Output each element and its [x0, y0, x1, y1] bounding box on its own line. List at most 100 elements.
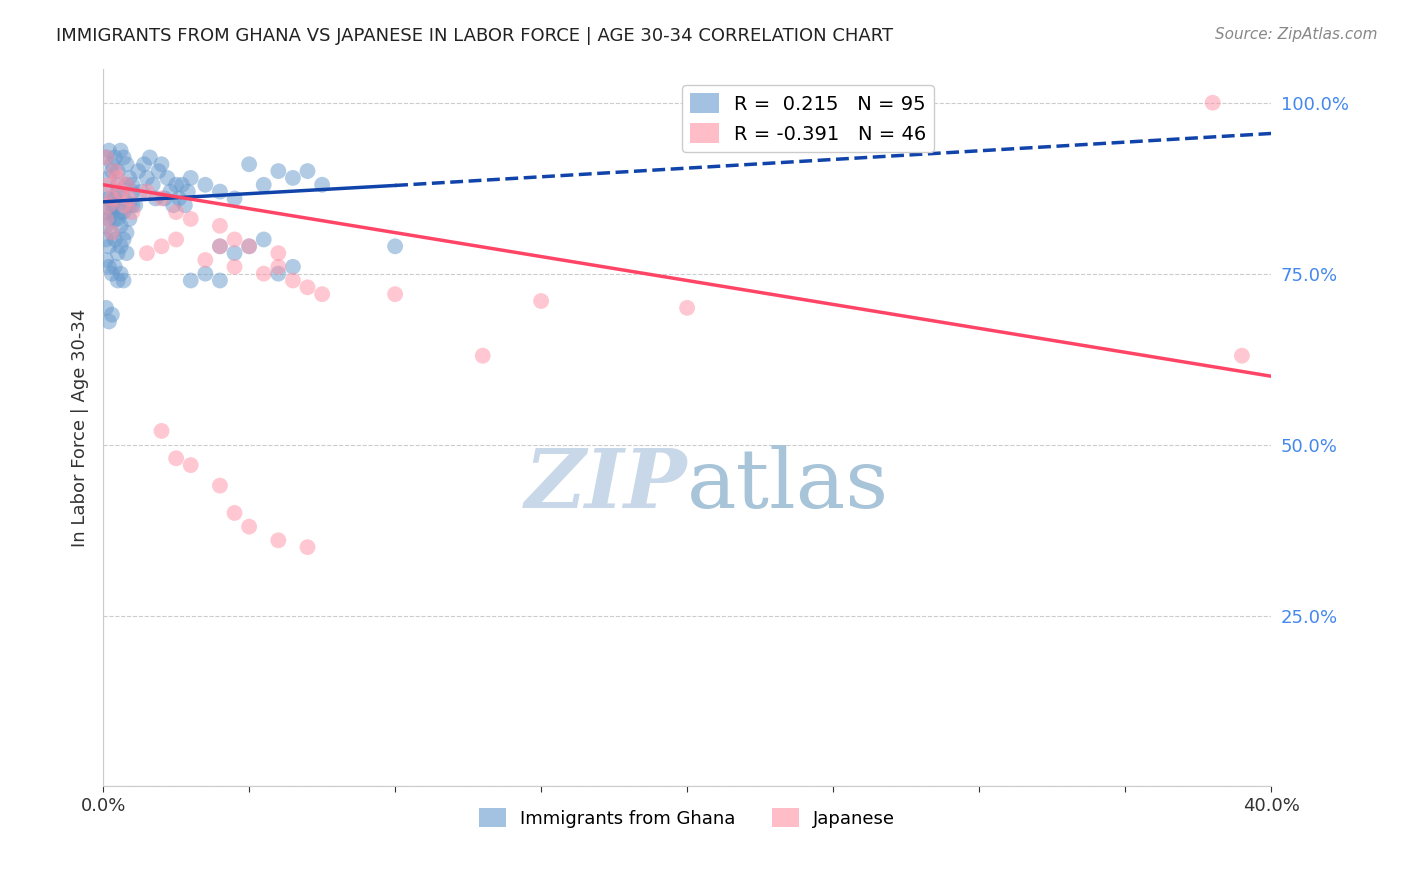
Point — [136, 246, 159, 260]
Point — [267, 267, 290, 281]
Point — [94, 150, 117, 164]
Point — [471, 349, 494, 363]
Point — [98, 191, 121, 205]
Point — [115, 226, 138, 240]
Point — [104, 191, 127, 205]
Point — [224, 232, 246, 246]
Point — [165, 205, 187, 219]
Point — [115, 178, 138, 192]
Point — [384, 287, 406, 301]
Point — [224, 260, 246, 274]
Point — [98, 260, 121, 274]
Point — [180, 273, 202, 287]
Point — [150, 239, 173, 253]
Point — [165, 178, 187, 192]
Point — [1202, 95, 1225, 110]
Point — [121, 185, 143, 199]
Point — [94, 219, 117, 233]
Point — [136, 170, 159, 185]
Point — [118, 211, 141, 226]
Point — [94, 205, 117, 219]
Point — [297, 164, 319, 178]
Point — [101, 157, 124, 171]
Point — [112, 232, 135, 246]
Point — [101, 226, 124, 240]
Point — [124, 198, 146, 212]
Point — [1230, 349, 1253, 363]
Point — [110, 205, 132, 219]
Point — [208, 219, 231, 233]
Point — [94, 252, 117, 267]
Text: atlas: atlas — [688, 445, 889, 524]
Point — [132, 157, 155, 171]
Point — [167, 191, 190, 205]
Point — [110, 267, 132, 281]
Point — [145, 191, 167, 205]
Point — [121, 205, 143, 219]
Point — [101, 191, 124, 205]
Point — [267, 164, 290, 178]
Point — [115, 178, 138, 192]
Point — [194, 252, 217, 267]
Point — [121, 198, 143, 212]
Point — [253, 267, 276, 281]
Point — [101, 267, 124, 281]
Point — [110, 144, 132, 158]
Point — [112, 150, 135, 164]
Point — [384, 239, 406, 253]
Point — [110, 219, 132, 233]
Point — [170, 178, 193, 192]
Point — [112, 191, 135, 205]
Point — [224, 191, 246, 205]
Point — [238, 239, 260, 253]
Point — [112, 205, 135, 219]
Point — [238, 239, 260, 253]
Point — [224, 246, 246, 260]
Point — [101, 164, 124, 178]
Point — [98, 211, 121, 226]
Point — [238, 157, 260, 171]
Point — [281, 260, 304, 274]
Point — [139, 150, 162, 164]
Point — [153, 191, 176, 205]
Point — [112, 273, 135, 287]
Point — [98, 198, 121, 212]
Point — [180, 211, 202, 226]
Point — [142, 178, 165, 192]
Point — [107, 164, 129, 178]
Point — [110, 239, 132, 253]
Point — [98, 144, 121, 158]
Point — [530, 293, 553, 308]
Point — [107, 178, 129, 192]
Point — [208, 185, 231, 199]
Point — [281, 273, 304, 287]
Point — [107, 185, 129, 199]
Point — [267, 260, 290, 274]
Point — [208, 273, 231, 287]
Point — [281, 170, 304, 185]
Point — [238, 519, 260, 533]
Point — [94, 301, 117, 315]
Point — [107, 170, 129, 185]
Text: Source: ZipAtlas.com: Source: ZipAtlas.com — [1215, 27, 1378, 42]
Point — [676, 301, 699, 315]
Point — [121, 178, 143, 192]
Point — [150, 157, 173, 171]
Point — [94, 232, 117, 246]
Point — [107, 211, 129, 226]
Point — [98, 178, 121, 192]
Point — [94, 185, 117, 199]
Point — [224, 506, 246, 520]
Point — [165, 232, 187, 246]
Point — [94, 150, 117, 164]
Point — [94, 211, 117, 226]
Point — [136, 185, 159, 199]
Point — [194, 178, 217, 192]
Point — [118, 170, 141, 185]
Point — [311, 178, 333, 192]
Point — [253, 178, 276, 192]
Point — [104, 232, 127, 246]
Point — [127, 164, 149, 178]
Point — [104, 164, 127, 178]
Point — [98, 170, 121, 185]
